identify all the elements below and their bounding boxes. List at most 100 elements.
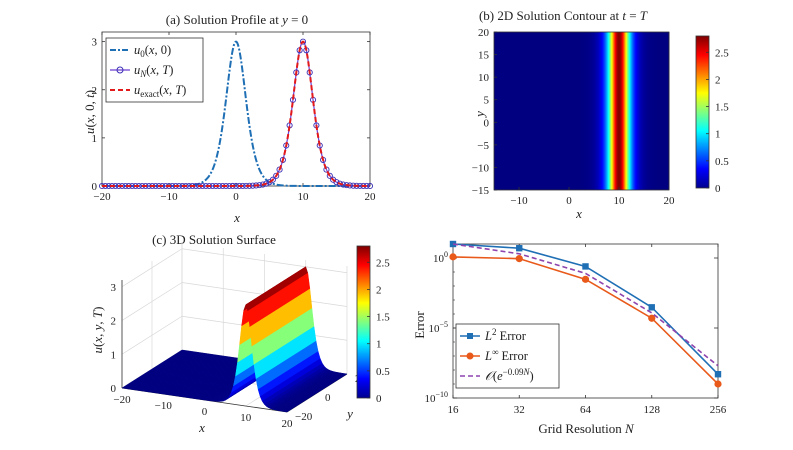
panel-b-cell — [596, 32, 598, 190]
panel-c-ztick: 2 — [111, 316, 117, 328]
panel-c-ztick: 3 — [111, 282, 117, 294]
panel-a-xlabel: x — [233, 210, 240, 225]
panel-b-cell — [513, 32, 515, 190]
panel-b-cell — [496, 32, 498, 190]
panel-b-cell — [551, 32, 553, 190]
panel-b-cell — [527, 32, 529, 190]
panel-a-xtick: 0 — [233, 191, 239, 203]
panel-b-cell — [560, 32, 562, 190]
panel-b-cell — [606, 32, 608, 190]
panel-b-cell — [637, 32, 639, 190]
panel-c-colorbar-tick: 1.5 — [376, 312, 390, 324]
panel-b-cell — [506, 32, 508, 190]
panel-b-cell — [630, 32, 632, 190]
panel-b-cell — [541, 32, 543, 190]
panel-d-xtick: 64 — [580, 404, 592, 416]
panel-b-xtick: 0 — [566, 195, 572, 207]
panel-b-cell — [633, 32, 635, 190]
panel-b-cell — [573, 32, 575, 190]
panel-b-cell — [501, 32, 503, 190]
panel-b-cell — [595, 32, 597, 190]
panel-b-cell — [574, 32, 576, 190]
panel-b-cell — [624, 32, 626, 190]
panel-b-cell — [559, 32, 561, 190]
panel-b-cell — [634, 32, 636, 190]
panel-b-cell — [534, 32, 536, 190]
panel-d-marker-square — [582, 263, 589, 270]
panel-b-cell — [557, 32, 559, 190]
panel-b-cell — [550, 32, 552, 190]
panel-b-cell — [587, 32, 589, 190]
panel-b-cell — [537, 32, 539, 190]
panel-b-cell — [577, 32, 579, 190]
panel-c-ztick: 1 — [111, 349, 117, 361]
panel-b-cell — [568, 32, 570, 190]
panel-d-xtick: 128 — [644, 404, 661, 416]
panel-b-cell — [591, 32, 593, 190]
panel-b-cell — [631, 32, 633, 190]
panel-b-cell — [562, 32, 564, 190]
panel-b-cell — [554, 32, 556, 190]
panel-a-xtick: 20 — [365, 191, 377, 203]
panel-d-xtick: 16 — [448, 404, 460, 416]
panel-b-cell — [518, 32, 520, 190]
panel-b-ytick: −15 — [472, 185, 490, 197]
panel-b-cell — [607, 32, 609, 190]
panel-d-marker-circle — [581, 275, 590, 283]
panel-b-cell — [536, 32, 538, 190]
panel-b-cell — [544, 32, 546, 190]
panel-b-cell — [578, 32, 580, 190]
panel-b-cell — [598, 32, 600, 190]
panel-b-cell — [575, 32, 577, 190]
panel-b-cell — [599, 32, 601, 190]
panel-b-cell — [516, 32, 518, 190]
panel-b-cell — [532, 32, 534, 190]
panel-b-cell — [563, 32, 565, 190]
panel-b-cell — [620, 32, 622, 190]
panel-b-cell — [543, 32, 545, 190]
panel-b-cell — [552, 32, 554, 190]
panel-a-exact-overlay — [102, 40, 370, 187]
panel-b-cell — [523, 32, 525, 190]
panel-b-cell — [564, 32, 566, 190]
panel-b-colorbar-tick: 1 — [715, 129, 721, 141]
panel-b-cell — [652, 32, 654, 190]
panel-c-colorbar-tick: 0.5 — [376, 366, 390, 378]
panel-b-cell — [531, 32, 533, 190]
panel-b-cell — [500, 32, 502, 190]
legend-linf: L∞ Error — [484, 347, 529, 363]
panel-a-title: (a) Solution Profile at y = 0 — [166, 12, 308, 27]
panel-b-cell — [585, 32, 587, 190]
panel-b-cell — [524, 32, 526, 190]
panel-b-cell — [667, 32, 669, 190]
panel-a-marker — [189, 182, 196, 190]
panel-b-cell — [612, 32, 614, 190]
panel-b-cell — [601, 32, 603, 190]
panel-c-ytick: 0 — [325, 392, 331, 404]
panel-a-ytick: 0 — [92, 181, 98, 193]
panel-c-colorbar — [356, 245, 371, 399]
panel-b-cell — [646, 32, 648, 190]
panel-b-cell — [529, 32, 531, 190]
panel-b-cell — [622, 32, 624, 190]
panel-d-ylabel: Error — [412, 311, 427, 339]
panel-d-marker-circle — [449, 253, 457, 261]
panel-b-cell — [505, 32, 507, 190]
panel-b-cell — [528, 32, 530, 190]
panel-b-cell — [625, 32, 627, 190]
panel-b-cell — [623, 32, 625, 190]
panel-b-cell — [495, 32, 497, 190]
panel-d-marker-square — [714, 371, 722, 378]
panel-b-xlabel: x — [575, 206, 582, 221]
panel-b-cell — [641, 32, 643, 190]
panel-b-colorbar-tick: 2 — [715, 74, 721, 86]
panel-c-ztick: 0 — [111, 383, 117, 395]
panel-b-cell — [617, 32, 619, 190]
panel-b-ytick: 5 — [484, 95, 490, 107]
panel-b-cell — [503, 32, 505, 190]
panel-b-cell — [581, 32, 583, 190]
panel-b-cell — [535, 32, 537, 190]
panel-b-colorbar — [695, 35, 710, 189]
panel-b-cell — [514, 32, 516, 190]
panel-b-cell — [549, 32, 551, 190]
